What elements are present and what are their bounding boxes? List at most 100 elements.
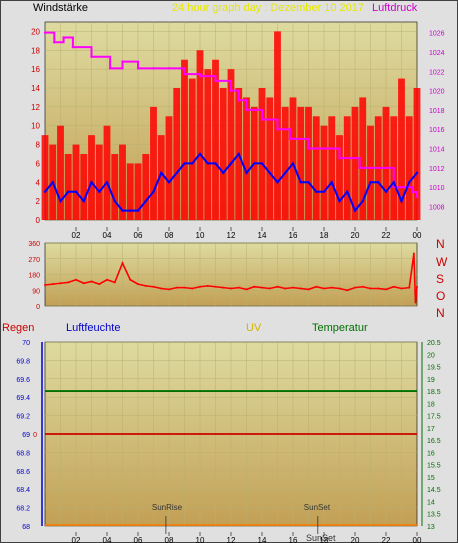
x-tick-label: 10	[196, 536, 205, 543]
wind-gust-bar	[188, 78, 196, 220]
wind-direction-tick-labels: 0 90 180 270 360	[28, 241, 40, 311]
wind-gust-bar	[150, 106, 157, 220]
temperature-tick-label: 17.5	[427, 414, 441, 421]
wind-gust-bar	[367, 125, 374, 220]
wind-gust-bar	[266, 97, 274, 220]
graph-title: 24 hour graph day : Dezember 10 2017	[172, 2, 364, 14]
wind-gust-bar	[398, 78, 405, 220]
direction-tick-label: 270	[28, 257, 40, 264]
wind-direction-point	[113, 281, 116, 284]
wind-gust-bar	[243, 97, 250, 220]
wind-direction-point	[206, 284, 209, 287]
temperature-tick-label: 19.5	[427, 365, 441, 372]
wind-tick-label: 4	[36, 178, 41, 187]
temperature-tick-label: 14	[427, 499, 435, 506]
direction-letter-n-bottom: N	[436, 306, 445, 320]
climate-series	[45, 390, 417, 526]
pressure-step-line	[45, 31, 418, 197]
temperature-tick-label: 14.5	[427, 487, 441, 494]
wind-gust-bar	[281, 106, 289, 220]
x-tick-label: 12	[227, 231, 236, 240]
temperature-tick-label: 13.5	[427, 512, 441, 519]
x-tick-label: 04	[103, 231, 112, 240]
direction-letter-s: S	[436, 272, 444, 286]
humidity-tick-label: 68.4	[16, 487, 30, 494]
wind-gust-bar	[111, 154, 119, 220]
wind-direction-point	[137, 283, 139, 286]
wind-gust-series	[41, 31, 421, 221]
pressure-point	[71, 45, 75, 49]
uv-label: UV	[246, 322, 262, 334]
wind-gust-bar	[88, 135, 95, 220]
wind-direction-point	[175, 286, 178, 289]
temperature-tick-label: 20.5	[427, 340, 441, 347]
wind-direction-point	[400, 287, 403, 290]
wind-direction-point	[75, 278, 77, 281]
wind-gust-bar	[126, 163, 134, 220]
temperature-tick-label: 15	[427, 475, 435, 482]
wind-gust-bar	[219, 88, 227, 220]
wind-direction-point	[222, 286, 225, 289]
x-tick-label: 06	[134, 536, 143, 543]
temperature-tick-label: 18.5	[427, 389, 441, 396]
wind-gust-bar	[173, 88, 181, 220]
pressure-axis-label: Luftdruck	[372, 2, 418, 14]
wind-gust-bar	[289, 97, 297, 220]
humidity-tick-label: 69	[22, 432, 30, 439]
wind-direction-point	[152, 285, 155, 288]
wind-gust-bar	[382, 106, 390, 220]
humidity-tick-label: 70	[22, 340, 30, 347]
pressure-point	[229, 89, 233, 92]
x-tick-label: 14	[258, 231, 267, 240]
wind-gust-bar	[64, 154, 72, 220]
wind-direction-point	[98, 283, 101, 286]
wind-direction-point	[160, 287, 163, 290]
wind-gust-bar	[95, 144, 103, 220]
humidity-tick-label: 68	[22, 524, 30, 531]
wind-tick-label: 12	[31, 103, 40, 112]
wind-direction-series	[44, 252, 418, 304]
pressure-point	[307, 147, 310, 150]
sunset-bottom-label: SunSet	[306, 533, 336, 543]
wind-axis-label: Windstärke	[33, 2, 88, 14]
wind-direction-point	[121, 262, 124, 265]
sun-event-label: SunRise	[152, 503, 183, 512]
temperature-tick-label: 19	[427, 377, 435, 384]
pressure-tick-label: 1020	[429, 89, 445, 96]
wind-direction-point	[191, 287, 194, 290]
wind-direction-point	[44, 284, 46, 286]
direction-tick-label: 90	[32, 288, 40, 295]
x-tick-label: 12	[227, 536, 236, 543]
pressure-series	[43, 31, 419, 199]
wind-direction-point	[338, 287, 341, 290]
wind-tick-label: 2	[36, 197, 41, 206]
temperature-label: Temperatur	[312, 322, 368, 334]
wind-gust-bar	[351, 106, 359, 220]
pressure-point	[276, 128, 279, 131]
wind-direction-point	[106, 278, 108, 281]
wind-direction-point	[268, 287, 271, 290]
wind-gust-bar	[359, 97, 367, 220]
temperature-tick-label: 15.5	[427, 463, 441, 470]
wind-gust-bar	[134, 163, 142, 220]
pressure-point	[198, 74, 202, 78]
wind-tick-label: 0	[36, 216, 41, 225]
x-tick-label: 22	[382, 536, 391, 543]
wind-tick-label: 6	[36, 159, 41, 168]
pressure-point	[358, 166, 361, 170]
pressure-point	[43, 31, 47, 34]
pressure-tick-label: 1022	[429, 69, 445, 76]
humidity-tick-label: 68.2	[16, 506, 30, 513]
wind-direction-point	[284, 287, 287, 290]
humidity-label: Luftfeuchte	[66, 322, 120, 334]
pressure-point	[411, 190, 414, 194]
x-tick-label: 16	[289, 231, 298, 240]
direction-letter-n-top: N	[436, 237, 445, 251]
pressure-tick-label: 1016	[429, 127, 445, 134]
pressure-point	[415, 195, 419, 199]
wind-gust-bar	[80, 154, 88, 220]
wind-direction-point	[245, 288, 248, 291]
pressure-point	[136, 67, 140, 70]
wind-average-series	[43, 152, 419, 213]
pressure-point	[62, 36, 65, 39]
